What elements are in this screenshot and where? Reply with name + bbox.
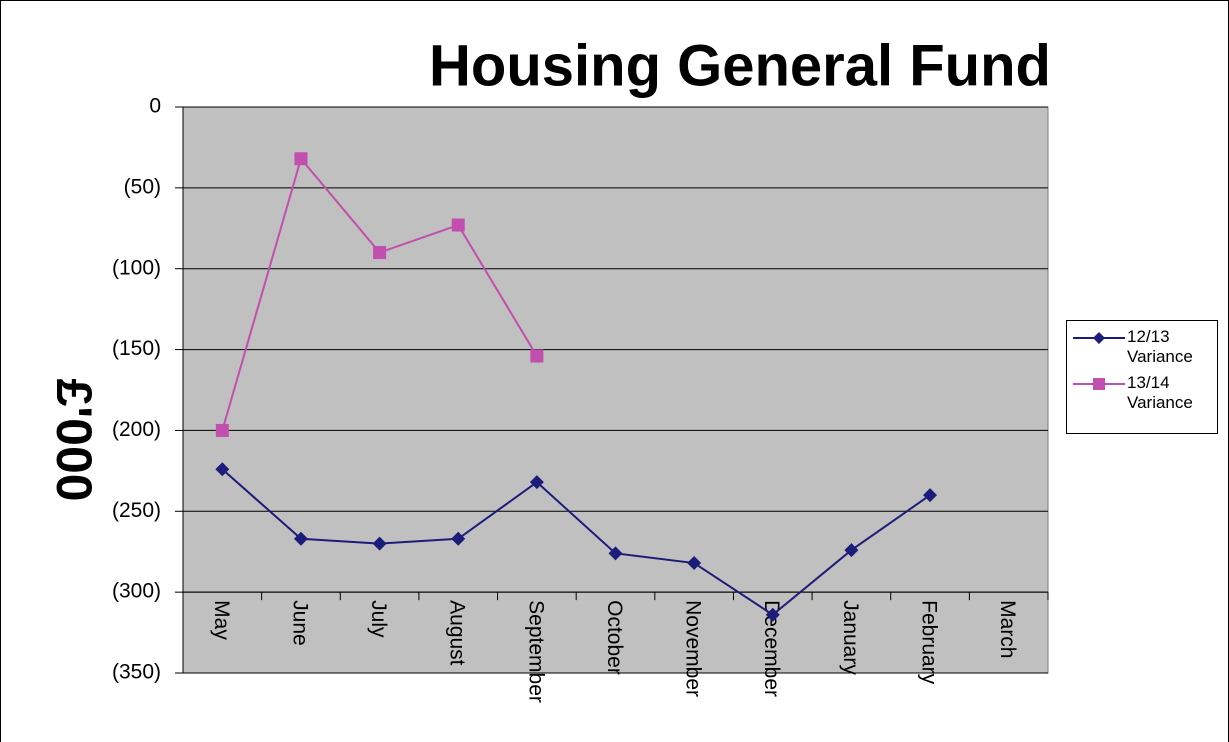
y-tick-label: (250) <box>112 499 161 522</box>
point-marker <box>372 536 387 551</box>
legend-label: 13/14 Variance <box>1127 373 1193 412</box>
point-marker <box>451 218 465 232</box>
y-tick-label: (100) <box>112 256 161 279</box>
legend-item: 13/14 Variance <box>1071 373 1213 413</box>
point-marker <box>529 475 544 490</box>
point-marker <box>373 246 387 260</box>
x-tick-label: August <box>446 600 469 666</box>
x-tick-label: May <box>210 600 233 640</box>
point-marker <box>923 488 938 503</box>
x-tick-label: June <box>288 600 311 646</box>
plot-area <box>182 106 1049 674</box>
legend-marker <box>1093 332 1105 344</box>
chart-title: Housing General Fund <box>429 33 1051 98</box>
x-tick-label: September <box>524 600 547 703</box>
point-marker <box>765 607 780 622</box>
point-marker <box>451 531 466 546</box>
point-marker <box>294 152 308 166</box>
y-tick-label: (200) <box>112 418 161 441</box>
legend-marker <box>1093 378 1105 390</box>
x-tick-label: July <box>367 600 390 638</box>
point-marker <box>687 556 702 571</box>
x-tick-label: November <box>682 600 705 697</box>
y-axis-title: £'000 <box>46 378 102 501</box>
y-tick-label: (350) <box>112 661 161 684</box>
x-tick-label: December <box>760 600 783 697</box>
y-tick-label: (50) <box>124 175 161 198</box>
legend-label: 12/13 Variance <box>1127 327 1193 366</box>
legend-item: 12/13 Variance <box>1071 327 1213 367</box>
x-tick-label: March <box>996 600 1019 658</box>
legend: 12/13 Variance 13/14 Variance <box>1066 320 1218 434</box>
series-line <box>221 468 931 617</box>
y-tick-label: (150) <box>112 337 161 360</box>
y-tick-label: (300) <box>112 580 161 603</box>
point-marker <box>844 543 859 558</box>
x-tick-label: January <box>839 600 862 675</box>
point-marker <box>215 462 230 477</box>
point-marker <box>215 423 229 437</box>
point-marker <box>293 531 308 546</box>
legend-swatch <box>1073 378 1125 390</box>
x-tick-label: October <box>603 600 626 675</box>
y-tick-label: 0 <box>149 95 161 118</box>
legend-swatch <box>1073 332 1125 344</box>
x-tick-label: February <box>917 600 940 685</box>
point-marker <box>608 546 623 561</box>
point-marker <box>530 349 544 363</box>
